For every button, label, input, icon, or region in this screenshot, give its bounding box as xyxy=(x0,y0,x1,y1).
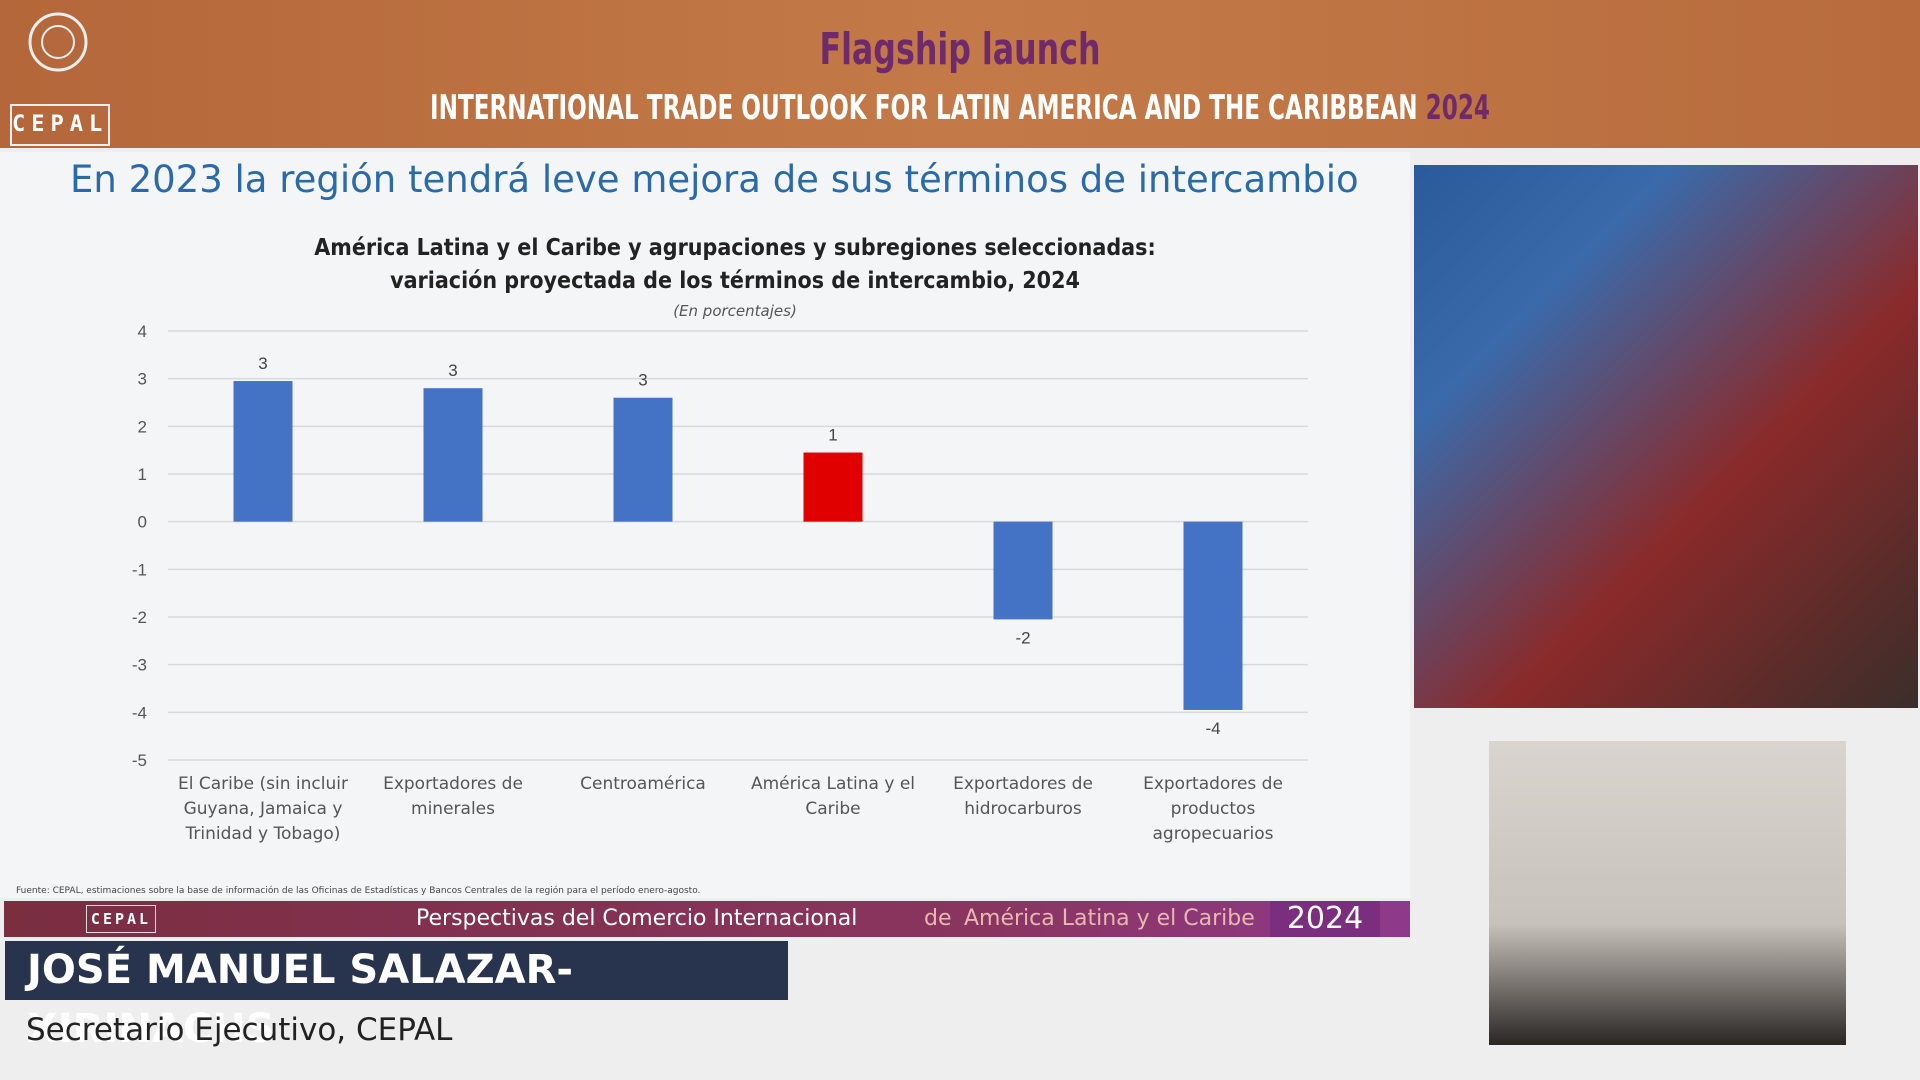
y-tick-label: -1 xyxy=(132,560,147,579)
bar xyxy=(803,452,863,522)
banner-subtitle: INTERNATIONAL TRADE OUTLOOK FOR LATIN AM… xyxy=(429,88,1418,128)
y-tick-label: 1 xyxy=(138,465,147,484)
banner-year: 2024 xyxy=(1425,88,1491,128)
chart: 4 3 2 1 0 -1 -2 -3 -4 -5 3 3 3 1 -2 -4 xyxy=(132,322,1308,770)
x-tick-label: Exportadores de minerales xyxy=(383,774,523,819)
bar xyxy=(233,381,293,522)
banner-logo: CEPAL xyxy=(86,905,156,933)
chart-title: América Latina y el Caribe y agrupacione… xyxy=(314,235,1156,294)
y-tick-label: 2 xyxy=(138,417,147,436)
data-label: 3 xyxy=(258,354,267,373)
x-tick-label: El Caribe (sin incluir Guyana, Jamaica y… xyxy=(178,774,348,844)
y-tick-label: -5 xyxy=(132,751,147,770)
banner-connector: de xyxy=(924,906,952,931)
lower-banner: CEPAL Perspectivas del Comercio Internac… xyxy=(4,901,1410,937)
chart-subtitle: (En porcentajes) xyxy=(673,302,797,320)
slide-heading: En 2023 la región tendrá leve mejora de … xyxy=(70,158,1359,201)
speaker-role: Secretario Ejecutivo, CEPAL xyxy=(26,1012,453,1048)
y-tick-label: 3 xyxy=(138,370,147,389)
bar xyxy=(1183,521,1243,710)
un-emblem xyxy=(28,12,88,72)
slide xyxy=(0,152,1410,898)
y-tick-label: -4 xyxy=(132,703,147,722)
bar xyxy=(423,388,483,522)
data-label: 3 xyxy=(448,361,457,380)
banner-text: Perspectivas del Comercio Internacional xyxy=(416,906,858,931)
y-tick-label: -3 xyxy=(132,656,147,675)
data-label: 3 xyxy=(638,371,647,390)
x-tick-label: Centroamérica xyxy=(580,774,706,794)
banner-subtitle-line: INTERNATIONAL TRADE OUTLOOK FOR LATIN AM… xyxy=(307,88,1613,128)
y-tick-label: -2 xyxy=(132,608,147,627)
speaker-video xyxy=(1414,165,1918,708)
speaker-name: JOSÉ MANUEL SALAZAR-XIRINACHS xyxy=(5,941,788,1052)
data-label: -2 xyxy=(1015,628,1030,647)
data-label: -4 xyxy=(1205,719,1220,738)
data-label: 1 xyxy=(828,426,837,445)
bar xyxy=(993,521,1053,620)
top-banner: CEPAL Flagship launch INTERNATIONAL TRAD… xyxy=(0,0,1920,148)
y-tick-label: 0 xyxy=(138,513,147,532)
sign-language-video xyxy=(1489,741,1846,1045)
logo: CEPAL xyxy=(10,104,110,146)
banner-title: Flagship launch xyxy=(819,24,1101,75)
bar xyxy=(613,397,673,522)
source-note: Fuente: CEPAL, estimaciones sobre la bas… xyxy=(16,886,701,896)
y-tick-label: 4 xyxy=(138,322,147,341)
x-tick-label: América Latina y el Caribe xyxy=(750,774,916,819)
banner-year: 2024 xyxy=(1270,901,1380,937)
x-tick-label: Exportadores de productos agropecuarios xyxy=(1143,774,1283,844)
x-tick-label: Exportadores de hidrocarburos xyxy=(953,774,1093,819)
banner-region: América Latina y el Caribe xyxy=(964,906,1255,931)
